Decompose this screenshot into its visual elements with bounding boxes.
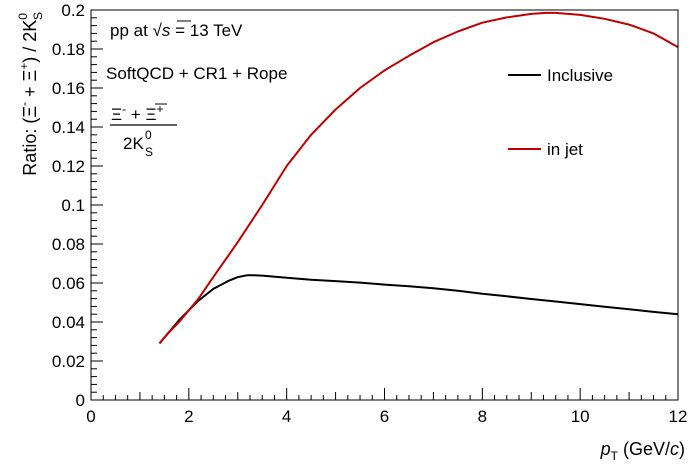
legend-label-inclusive: Inclusive — [547, 66, 613, 85]
y-tick-label: 0 — [76, 391, 85, 410]
y-axis-title: Ratio: (Ξ- + Ξ+) / 2K0S — [16, 12, 45, 176]
model-annotation: SoftQCD + CR1 + Rope — [106, 64, 287, 83]
series-line-in-jet — [158, 11, 679, 345]
svg-text:Ratio: (Ξ- + Ξ+) / 2K0S: Ratio: (Ξ- + Ξ+) / 2K0S — [16, 12, 45, 176]
y-tick-label: 0.16 — [52, 79, 85, 98]
series-curves — [158, 11, 679, 345]
x-tick-label: 4 — [282, 407, 291, 426]
axis-tick-labels: 0 2 4 6 8 10 12 0 0.02 0.04 0.06 0.08 0.1 0.12 0.14 0.1… — [52, 1, 688, 426]
axis-ticks — [90, 9, 679, 401]
y-tick-label: 0.2 — [61, 1, 85, 20]
y-tick-label: 0.08 — [52, 235, 85, 254]
energy-annotation: pp at √s = 13 TeV — [110, 21, 243, 40]
ratio-denominator-sup: 0 — [145, 128, 152, 142]
y-tick-label: 0.14 — [52, 118, 85, 137]
x-tick-label: 0 — [86, 407, 95, 426]
ratio-denominator-sub: S — [145, 145, 153, 159]
y-tick-label: 0.12 — [52, 157, 85, 176]
y-tick-label: 0.04 — [52, 313, 85, 332]
x-tick-label: 8 — [478, 407, 487, 426]
x-tick-label: 10 — [571, 407, 590, 426]
y-tick-label: 0.02 — [52, 352, 85, 371]
x-tick-label: 12 — [669, 407, 688, 426]
series-line-inclusive — [158, 274, 679, 345]
ratio-numerator: Ξ- + Ξ+ — [111, 102, 164, 124]
y-tick-label: 0.06 — [52, 274, 85, 293]
ratio-formula: Ξ- + Ξ+ 2K 0 S — [110, 102, 177, 159]
y-tick-label: 0.18 — [52, 40, 85, 59]
ratio-denominator: 2K — [123, 134, 144, 153]
x-axis-title: pT (GeV/c) — [600, 439, 685, 463]
x-tick-label: 2 — [184, 407, 193, 426]
y-tick-label: 0.1 — [61, 196, 85, 215]
legend-label-in-jet: in jet — [547, 140, 583, 159]
x-tick-label: 6 — [380, 407, 389, 426]
legend: Inclusive in jet — [508, 66, 613, 159]
